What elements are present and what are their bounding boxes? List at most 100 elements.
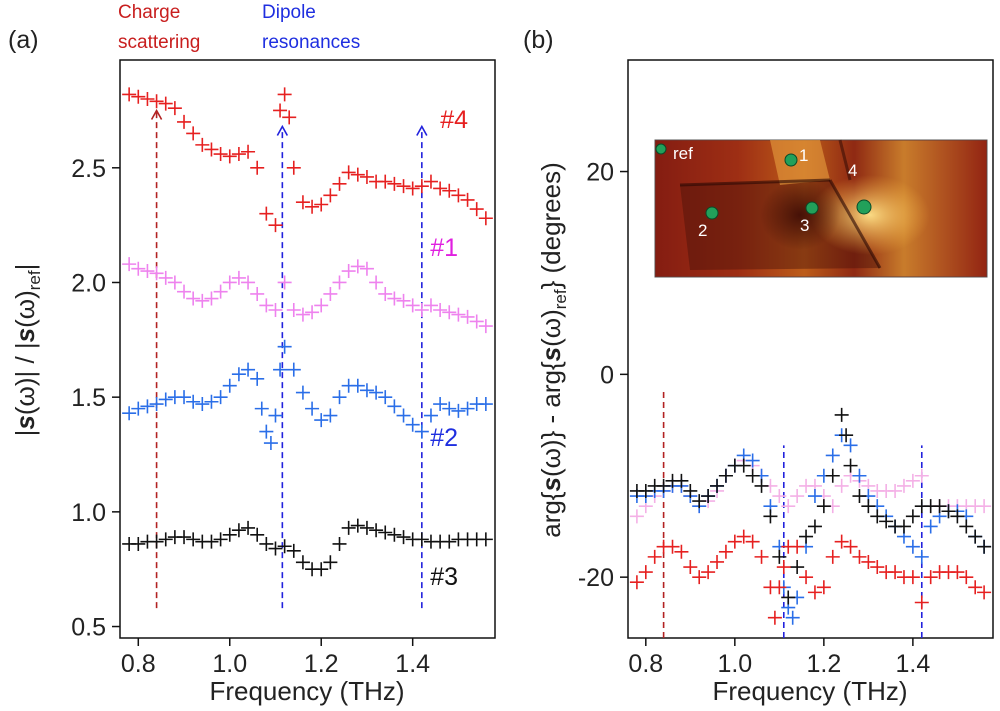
data-point: [825, 468, 840, 483]
dipole-resonances-label-line1: Dipole: [262, 2, 316, 23]
data-point: [754, 549, 769, 564]
data-point: [350, 518, 365, 533]
panel-b-y-axis-label: arg{s(ω)} - arg{s(ω)ref} (degrees): [536, 162, 570, 538]
data-point: [469, 202, 484, 217]
inset-image: ref 1 2 3 4: [654, 139, 988, 278]
series-label-4: #4: [440, 106, 468, 134]
data-point: [861, 499, 876, 514]
data-point: [204, 534, 219, 549]
panel-b-frame: [627, 59, 994, 639]
data-point: [250, 160, 265, 175]
data-point: [213, 390, 228, 405]
data-point: [350, 259, 365, 274]
data-point: [341, 165, 356, 180]
data-point: [433, 397, 448, 412]
data-point: [905, 473, 920, 488]
panel-a-label: (a): [8, 26, 39, 54]
inset-label-2: 2: [698, 221, 707, 240]
data-point: [268, 408, 283, 423]
data-point: [186, 291, 201, 306]
y-tick-label: 20: [586, 159, 614, 187]
y-tick-label: -20: [578, 564, 614, 592]
data-point: [387, 291, 402, 306]
data-point: [763, 509, 778, 524]
inset-bright-strip: [770, 140, 830, 185]
data-point: [277, 339, 292, 354]
data-point: [772, 489, 787, 504]
data-point: [131, 261, 146, 276]
data-point: [683, 483, 698, 498]
data-point: [204, 291, 219, 306]
data-point: [905, 539, 920, 554]
data-point: [323, 408, 338, 423]
data-point: [263, 436, 278, 451]
data-point: [158, 270, 173, 285]
data-point: [736, 458, 751, 473]
data-point: [231, 147, 246, 162]
panel-b-x-ticks: 0.8 1.0 1.2 1.4: [628, 638, 930, 678]
data-point: [405, 181, 420, 196]
data-point: [629, 575, 644, 590]
data-point: [469, 314, 484, 329]
data-point: [834, 407, 849, 422]
data-point: [177, 530, 192, 545]
charge-scattering-label-line2: scattering: [118, 32, 200, 53]
data-point: [177, 390, 192, 405]
data-point: [423, 408, 438, 423]
x-tick-label: 1.2: [806, 650, 841, 678]
data-point: [959, 519, 974, 534]
data-point: [959, 570, 974, 585]
data-point: [665, 539, 680, 554]
data-point: [638, 565, 653, 580]
data-point: [433, 181, 448, 196]
data-point: [478, 319, 493, 334]
data-point: [692, 494, 707, 509]
data-point: [131, 536, 146, 551]
data-point: [968, 580, 983, 595]
y-tick-label: 1.0: [71, 499, 106, 527]
data-point: [167, 275, 182, 290]
data-point: [250, 527, 265, 542]
data-point: [396, 293, 411, 308]
data-point: [701, 565, 716, 580]
data-point: [295, 555, 310, 570]
data-point: [323, 188, 338, 203]
data-point: [834, 478, 849, 493]
data-point: [241, 520, 256, 535]
data-point: [359, 383, 374, 398]
data-point: [745, 468, 760, 483]
data-point: [332, 176, 347, 191]
data-point: [341, 264, 356, 279]
data-point: [295, 385, 310, 400]
data-point: [122, 257, 137, 272]
data-point: [451, 403, 466, 418]
data-point: [213, 147, 228, 162]
panel-a-marker-lines: [150, 108, 428, 609]
y-tick-label: 2.5: [71, 155, 106, 183]
data-point: [932, 499, 947, 514]
inset-point-2: [705, 206, 719, 220]
data-point: [423, 298, 438, 313]
panel-a-x-ticks: 0.8 1.0 1.2 1.4: [121, 638, 430, 678]
data-point: [250, 286, 265, 301]
inset-edge: [838, 139, 852, 181]
data-point: [914, 468, 929, 483]
data-point: [277, 275, 292, 290]
data-point: [259, 536, 274, 551]
data-point: [772, 580, 787, 595]
data-point: [387, 399, 402, 414]
data-point: [268, 218, 283, 233]
data-point: [295, 195, 310, 210]
data-point: [158, 532, 173, 547]
data-point: [259, 424, 274, 439]
data-point: [754, 478, 769, 493]
panel-a-y-axis-label: |s(ω)| / |s(ω)ref|: [10, 264, 44, 437]
data-point: [896, 519, 911, 534]
data-point: [816, 580, 831, 595]
data-point: [131, 89, 146, 104]
data-point: [369, 385, 384, 400]
data-point: [122, 406, 137, 421]
data-point: [222, 149, 237, 164]
data-point: [305, 305, 320, 320]
data-point: [186, 126, 201, 141]
